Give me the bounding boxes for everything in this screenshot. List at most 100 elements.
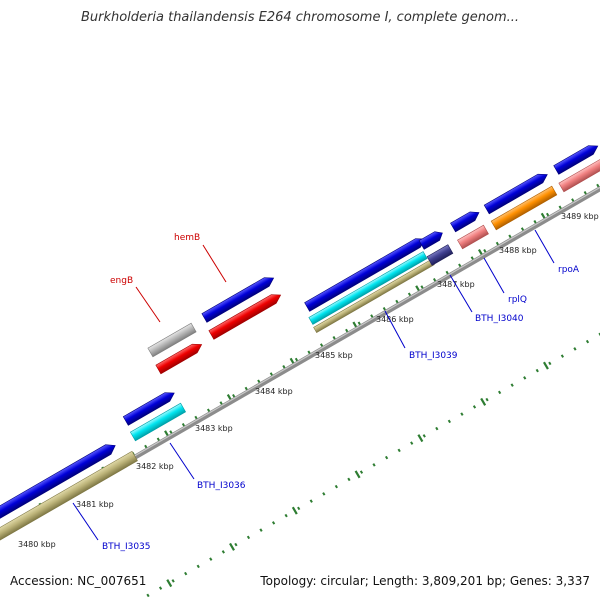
major-tick: [354, 470, 361, 479]
gene-feature-blue[interactable]: [450, 208, 482, 233]
minor-tick: [508, 234, 512, 239]
gene-feature-red[interactable]: [155, 340, 204, 375]
gene-label[interactable]: engB: [110, 276, 133, 286]
gene-feature-cyan[interactable]: [129, 402, 187, 442]
gene-feature-orange[interactable]: [490, 185, 558, 231]
minor-tick: [435, 426, 439, 431]
gene-feature-shape[interactable]: [558, 157, 600, 193]
gene-feature-pink[interactable]: [558, 157, 600, 193]
gene-feature-shape[interactable]: [418, 229, 445, 250]
minor-tick: [244, 386, 248, 391]
minor-tick: [158, 586, 163, 590]
gene-feature-khaki[interactable]: [313, 258, 435, 334]
minor-tick: [219, 401, 223, 405]
gene-feature-shape[interactable]: [0, 450, 138, 546]
minor-tick: [297, 506, 301, 511]
gene-label-leader: [169, 442, 195, 480]
minor-tick: [357, 321, 361, 326]
minor-tick: [144, 444, 148, 449]
minor-tick: [257, 379, 261, 384]
scale-label: 3489 kbp: [561, 212, 599, 221]
gene-label[interactable]: rplQ: [508, 295, 527, 305]
gene-feature-shape[interactable]: [155, 340, 204, 375]
gene-label[interactable]: BTH_I3040: [475, 314, 524, 324]
minor-tick: [472, 405, 477, 409]
minor-tick: [271, 521, 276, 525]
gene-feature-shape[interactable]: [208, 291, 283, 340]
gene-label[interactable]: rpoA: [558, 265, 580, 275]
minor-tick: [560, 354, 565, 358]
minor-tick: [548, 361, 552, 366]
minor-tick: [319, 343, 324, 347]
gene-feature-blue[interactable]: [201, 274, 276, 323]
gene-feature-shape[interactable]: [122, 389, 176, 426]
minor-tick: [269, 372, 273, 376]
gene-feature-shape[interactable]: [0, 441, 118, 524]
gene-feature-blue[interactable]: [0, 441, 118, 524]
gene-feature-red[interactable]: [208, 291, 283, 340]
gene-feature-blue[interactable]: [418, 229, 445, 250]
minor-tick: [246, 535, 251, 540]
gene-feature-shape[interactable]: [201, 274, 276, 323]
minor-tick: [585, 339, 590, 344]
major-tick: [229, 542, 235, 551]
scale-label: 3484 kbp: [255, 387, 293, 396]
major-tick: [480, 397, 487, 406]
chromosome-backbone: [0, 185, 600, 538]
minor-tick: [583, 190, 587, 195]
minor-tick: [370, 314, 374, 318]
gene-feature-shape[interactable]: [450, 208, 482, 233]
gene-feature-blue[interactable]: [483, 170, 550, 215]
minor-tick: [372, 463, 376, 467]
minor-tick: [322, 492, 326, 496]
gene-feature-blue[interactable]: [553, 142, 600, 175]
minor-tick: [232, 393, 236, 398]
minor-tick: [359, 470, 364, 474]
gene-feature-shape[interactable]: [426, 244, 454, 266]
minor-tick: [384, 455, 389, 460]
minor-tick: [184, 571, 188, 576]
gene-label[interactable]: BTH_I3035: [102, 542, 151, 552]
minor-tick: [410, 441, 414, 445]
gene-feature-shape[interactable]: [129, 402, 187, 442]
scale-label: 3486 kbp: [376, 315, 414, 324]
minor-tick: [181, 422, 186, 427]
gene-label[interactable]: hemB: [174, 233, 200, 243]
gene-feature-shape[interactable]: [457, 224, 489, 250]
minor-tick: [284, 513, 288, 518]
gene-feature-shape[interactable]: [483, 170, 550, 215]
minor-tick: [382, 306, 386, 311]
minor-tick: [495, 241, 500, 246]
minor-tick: [523, 376, 527, 380]
gene-feature-shape[interactable]: [490, 185, 558, 231]
gene-label[interactable]: BTH_I3039: [409, 351, 458, 361]
gene-feature-shape[interactable]: [553, 142, 600, 175]
minor-tick: [571, 198, 575, 202]
gene-label-leader: [483, 257, 505, 294]
minor-tick: [422, 434, 426, 438]
gene-feature-grey[interactable]: [147, 322, 197, 358]
gene-label-layer: BTH_I3035 BTH_I3036 engB hemB BTH_I3039 BTH_I…: [72, 229, 580, 552]
gene-feature-shape[interactable]: [147, 322, 197, 358]
minor-tick: [209, 557, 213, 561]
minor-tick: [397, 448, 401, 453]
gene-feature-pink[interactable]: [457, 224, 489, 250]
major-tick: [291, 506, 298, 515]
gene-feature-blue[interactable]: [122, 389, 176, 426]
gene-feature-shape[interactable]: [313, 258, 435, 334]
minor-tick: [196, 564, 200, 569]
gene-feature-khaki[interactable]: [0, 450, 138, 546]
minor-tick: [520, 227, 525, 231]
scale-label-layer: 3480 kbp 3481 kbp 3482 kbp 3483 kbp 3484 kbp…: [18, 212, 599, 549]
gene-label-leader: [202, 244, 227, 283]
gene-feature-navy[interactable]: [426, 244, 454, 266]
minor-tick: [395, 299, 399, 304]
minor-tick: [485, 397, 489, 402]
gene-feature-shape[interactable]: [308, 251, 428, 325]
gene-feature-cyan[interactable]: [308, 251, 428, 325]
minor-tick: [347, 477, 351, 482]
scale-label: 3482 kbp: [136, 462, 174, 471]
gene-label[interactable]: BTH_I3036: [197, 481, 246, 491]
gene-label-leader: [135, 286, 161, 323]
minor-tick: [194, 415, 198, 420]
